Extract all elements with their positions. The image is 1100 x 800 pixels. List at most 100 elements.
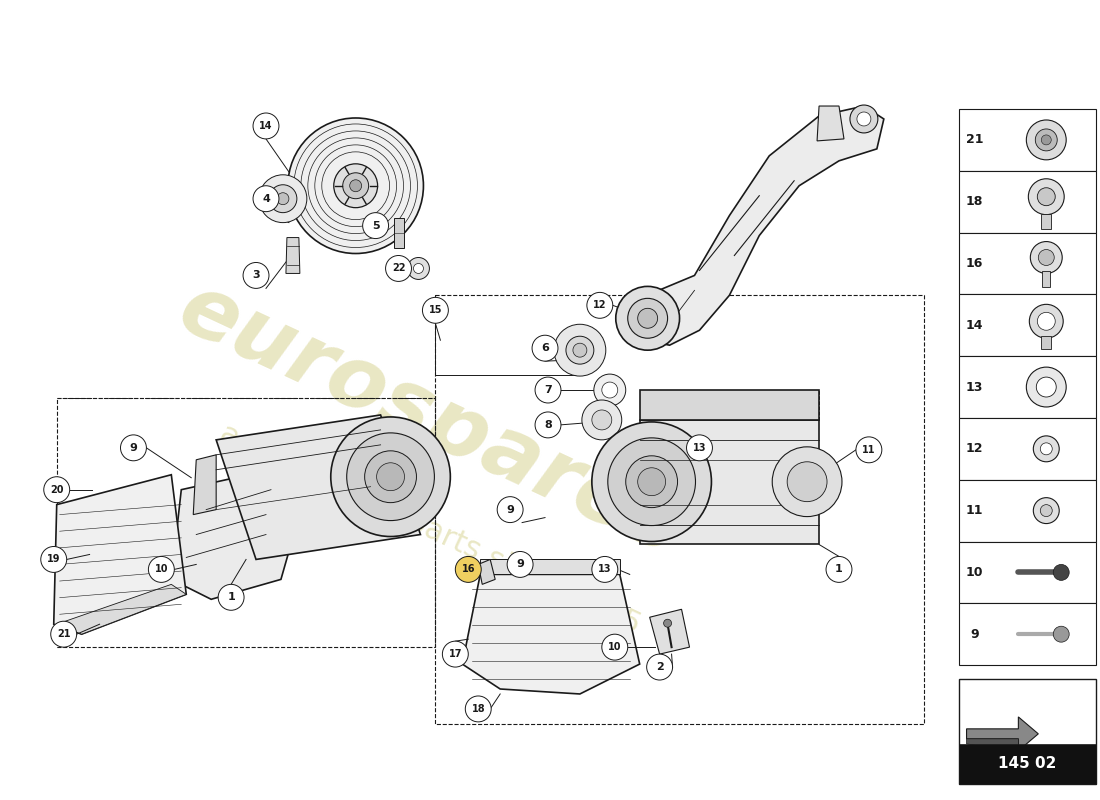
Circle shape [414, 263, 424, 274]
Circle shape [277, 193, 289, 205]
Circle shape [386, 255, 411, 282]
Text: 18: 18 [472, 704, 485, 714]
Circle shape [218, 584, 244, 610]
Circle shape [270, 185, 297, 213]
Text: 10: 10 [608, 642, 622, 652]
Bar [958, 233, 1096, 294]
Bar [1042, 214, 1052, 229]
Text: 2: 2 [656, 662, 663, 672]
Polygon shape [967, 739, 1038, 754]
Bar [436, 295, 924, 724]
Polygon shape [640, 420, 820, 545]
Text: 14: 14 [260, 121, 273, 131]
Circle shape [850, 105, 878, 133]
Circle shape [663, 619, 672, 627]
Text: 12: 12 [593, 300, 606, 310]
Text: 9: 9 [506, 505, 514, 514]
Circle shape [148, 557, 174, 582]
Text: 11: 11 [862, 445, 876, 455]
Text: 21: 21 [966, 134, 983, 146]
Circle shape [465, 696, 492, 722]
Text: eurospares: eurospares [166, 267, 695, 573]
Text: 13: 13 [966, 381, 983, 394]
Text: 9: 9 [970, 628, 979, 641]
Circle shape [856, 437, 882, 462]
Circle shape [1037, 312, 1055, 330]
Text: 10: 10 [966, 566, 983, 579]
Circle shape [1041, 505, 1053, 517]
Circle shape [1026, 120, 1066, 160]
Text: 19: 19 [47, 554, 60, 565]
Circle shape [592, 422, 712, 542]
Text: 17: 17 [449, 649, 462, 659]
Text: 1: 1 [835, 565, 843, 574]
Text: 3: 3 [252, 270, 260, 281]
Circle shape [253, 113, 279, 139]
Circle shape [422, 298, 449, 323]
Circle shape [857, 112, 871, 126]
Text: 10: 10 [155, 565, 168, 574]
Circle shape [51, 622, 77, 647]
Circle shape [772, 447, 842, 517]
Circle shape [121, 435, 146, 461]
Text: 18: 18 [966, 195, 983, 208]
Circle shape [350, 180, 362, 192]
Circle shape [602, 634, 628, 660]
Text: 12: 12 [966, 442, 983, 455]
Circle shape [788, 462, 827, 502]
Circle shape [331, 417, 450, 537]
Text: 21: 21 [57, 629, 70, 639]
Text: 8: 8 [544, 420, 552, 430]
Polygon shape [172, 470, 290, 599]
Circle shape [628, 298, 668, 338]
Polygon shape [817, 106, 844, 141]
Text: 22: 22 [392, 263, 405, 274]
Polygon shape [650, 610, 690, 654]
Text: 13: 13 [598, 565, 612, 574]
Polygon shape [54, 474, 186, 634]
Circle shape [594, 374, 626, 406]
Circle shape [582, 400, 621, 440]
Polygon shape [394, 218, 404, 247]
Polygon shape [286, 238, 300, 274]
Circle shape [686, 435, 713, 461]
Circle shape [565, 336, 594, 364]
Bar [958, 603, 1096, 665]
Text: 13: 13 [693, 443, 706, 453]
Bar [57, 398, 436, 647]
Circle shape [497, 497, 524, 522]
Text: 145 02: 145 02 [998, 756, 1056, 771]
Circle shape [1026, 367, 1066, 407]
Polygon shape [478, 559, 495, 584]
Circle shape [442, 641, 469, 667]
Bar [1043, 271, 1050, 287]
Circle shape [41, 546, 67, 572]
Circle shape [1036, 377, 1056, 397]
Bar [958, 480, 1096, 542]
Text: 15: 15 [429, 306, 442, 315]
Bar [958, 294, 1096, 356]
Circle shape [554, 324, 606, 376]
Circle shape [1033, 498, 1059, 523]
Circle shape [363, 213, 388, 238]
Circle shape [44, 477, 69, 502]
Circle shape [592, 557, 618, 582]
Circle shape [376, 462, 405, 490]
Text: 9: 9 [130, 443, 138, 453]
Circle shape [407, 258, 429, 279]
Circle shape [587, 292, 613, 318]
Circle shape [602, 382, 618, 398]
Circle shape [647, 654, 672, 680]
Circle shape [638, 468, 666, 496]
Circle shape [638, 308, 658, 328]
Circle shape [1031, 242, 1063, 274]
Circle shape [626, 456, 678, 508]
Circle shape [253, 186, 279, 212]
Circle shape [288, 118, 424, 254]
Bar [958, 679, 1096, 784]
Circle shape [1038, 250, 1054, 266]
Circle shape [535, 412, 561, 438]
Text: 16: 16 [966, 257, 983, 270]
Text: 6: 6 [541, 343, 549, 353]
Bar [958, 109, 1096, 170]
